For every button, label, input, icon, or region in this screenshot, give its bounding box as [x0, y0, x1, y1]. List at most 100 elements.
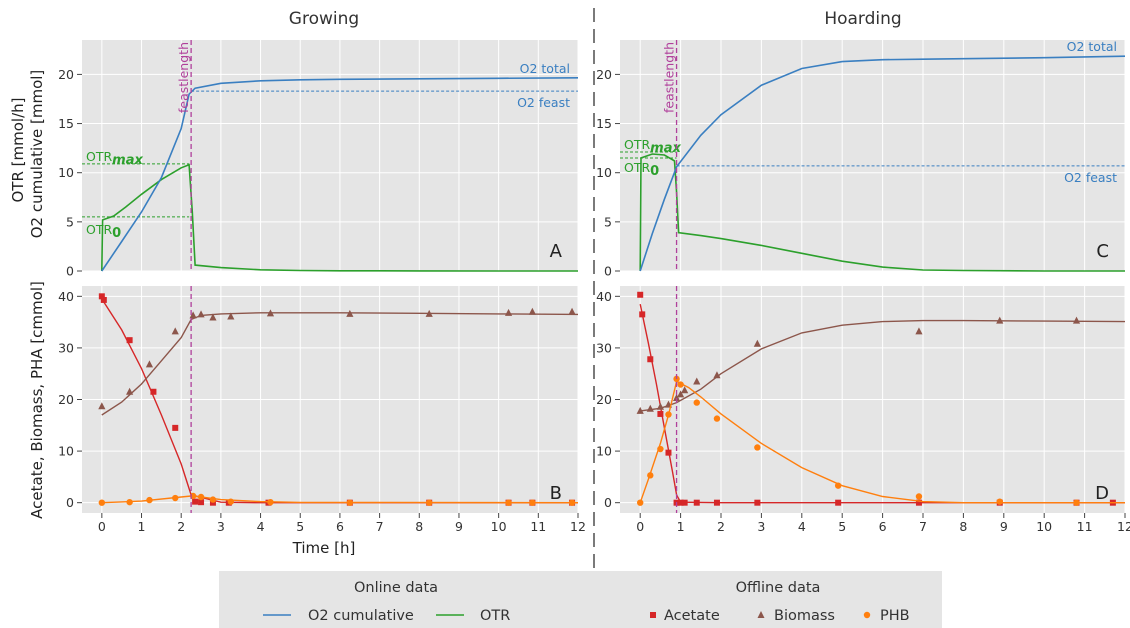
point-phb	[529, 499, 536, 506]
point-acetate	[198, 499, 205, 506]
feastlength-label: feastlength	[176, 42, 191, 113]
panel-label-D: D	[1095, 483, 1109, 504]
x-tick-label: 12	[570, 519, 586, 534]
legend-biomass-label: Biomass	[774, 608, 835, 624]
point-acetate	[637, 291, 644, 298]
y-tick-label: 15	[596, 116, 612, 131]
point-biomass	[672, 393, 681, 401]
point-biomass	[227, 312, 235, 320]
point-biomass	[681, 386, 689, 394]
point-phb	[754, 444, 761, 451]
point-biomass	[693, 377, 701, 385]
y-tick-label: 10	[596, 444, 612, 459]
point-biomass	[126, 387, 134, 395]
point-biomass	[996, 316, 1004, 324]
x-tick-label: 3	[757, 519, 765, 534]
x-tick-label: 11	[530, 519, 546, 534]
point-biomass	[171, 327, 179, 335]
point-phb	[146, 496, 153, 504]
column-title-hoarding: Hoarding	[824, 9, 901, 29]
x-tick-label: 12	[1117, 519, 1130, 534]
point-phb	[126, 498, 133, 506]
column-title-growing: Growing	[289, 9, 359, 29]
point-phb	[677, 381, 684, 388]
point-acetate	[100, 296, 107, 303]
legend: Online data Offline data O2 cumulative O…	[219, 571, 942, 628]
annotation-otr-max: OTRmax	[624, 137, 681, 156]
annotation-o2-total: O2 total	[520, 61, 570, 76]
point-acetate	[835, 499, 842, 506]
x-tick-label: 2	[717, 519, 725, 534]
point-biomass	[98, 402, 106, 410]
annotation-otr-0: OTR0	[86, 222, 121, 241]
point-biomass	[145, 360, 154, 368]
point-biomass	[189, 311, 197, 319]
x-tick-label: 4	[257, 519, 265, 534]
point-biomass	[504, 308, 513, 316]
feastlength-label: feastlength	[662, 42, 677, 113]
x-tick-label: 0	[636, 519, 644, 534]
x-tick-label: 5	[838, 519, 846, 534]
point-phb	[1073, 499, 1080, 506]
legend-otr-label: OTR	[480, 608, 510, 624]
point-biomass	[915, 327, 923, 335]
point-biomass	[425, 309, 433, 317]
x-tick-label: 8	[959, 519, 967, 534]
x-tick-label: 2	[177, 519, 185, 534]
y-tick-label: 0	[66, 264, 74, 279]
point-phb	[267, 498, 274, 506]
y-tick-label: 0	[66, 495, 74, 510]
series-otr	[101, 163, 578, 272]
point-acetate	[665, 449, 672, 456]
y-axis-label-bottom: Acetate, Biomass, PHA [cmmol]	[28, 281, 46, 519]
x-tick-label: 6	[336, 519, 344, 534]
point-phb	[657, 445, 664, 453]
x-tick-label: 7	[919, 519, 927, 534]
y-tick-label: 10	[596, 165, 612, 180]
point-acetate	[150, 388, 157, 395]
y-tick-label: 20	[596, 392, 612, 407]
legend-phb-label: PHB	[880, 608, 910, 624]
point-biomass	[266, 309, 275, 317]
panel-label-B: B	[550, 483, 562, 504]
point-phb	[227, 498, 234, 505]
annotation-o2-total: O2 total	[1067, 39, 1117, 54]
y-tick-label: 10	[58, 165, 74, 180]
panel-label-C: C	[1096, 241, 1109, 262]
point-phb	[915, 493, 923, 500]
x-tick-label: 8	[415, 519, 423, 534]
legend-o2-label: O2 cumulative	[308, 608, 414, 624]
y-tick-label: 20	[58, 392, 74, 407]
x-tick-label: 10	[1036, 519, 1052, 534]
point-phb	[996, 498, 1003, 505]
point-phb	[637, 499, 644, 506]
y-axis-label-top-1: OTR [mmol/h]	[9, 98, 27, 203]
x-tick-label: 5	[296, 519, 304, 534]
point-acetate	[681, 499, 688, 506]
series-otr	[639, 153, 1125, 272]
point-phb	[172, 494, 179, 502]
point-biomass	[209, 313, 217, 321]
point-biomass	[1072, 316, 1081, 324]
point-phb	[209, 496, 217, 503]
legend-biomass-marker	[757, 611, 765, 618]
point-phb	[197, 493, 205, 501]
point-phb	[713, 415, 721, 422]
point-acetate	[657, 410, 664, 417]
series-o2-cumulative	[639, 55, 1126, 272]
point-acetate	[754, 499, 761, 506]
x-axis-label: Time [h]	[292, 539, 356, 557]
point-biomass	[528, 307, 536, 315]
series-o2-cumulative	[101, 77, 579, 272]
point-phb	[568, 499, 576, 506]
x-tick-label: 9	[455, 519, 463, 534]
point-phb	[505, 499, 512, 506]
point-phb	[426, 499, 433, 506]
annotation-o2-feast: O2 feast	[1064, 170, 1117, 185]
legend-phb-marker	[863, 611, 871, 619]
y-tick-label: 30	[596, 340, 612, 355]
y-tick-label: 20	[58, 67, 74, 82]
legend-acetate-marker	[650, 612, 656, 618]
x-tick-label: 11	[1077, 519, 1093, 534]
